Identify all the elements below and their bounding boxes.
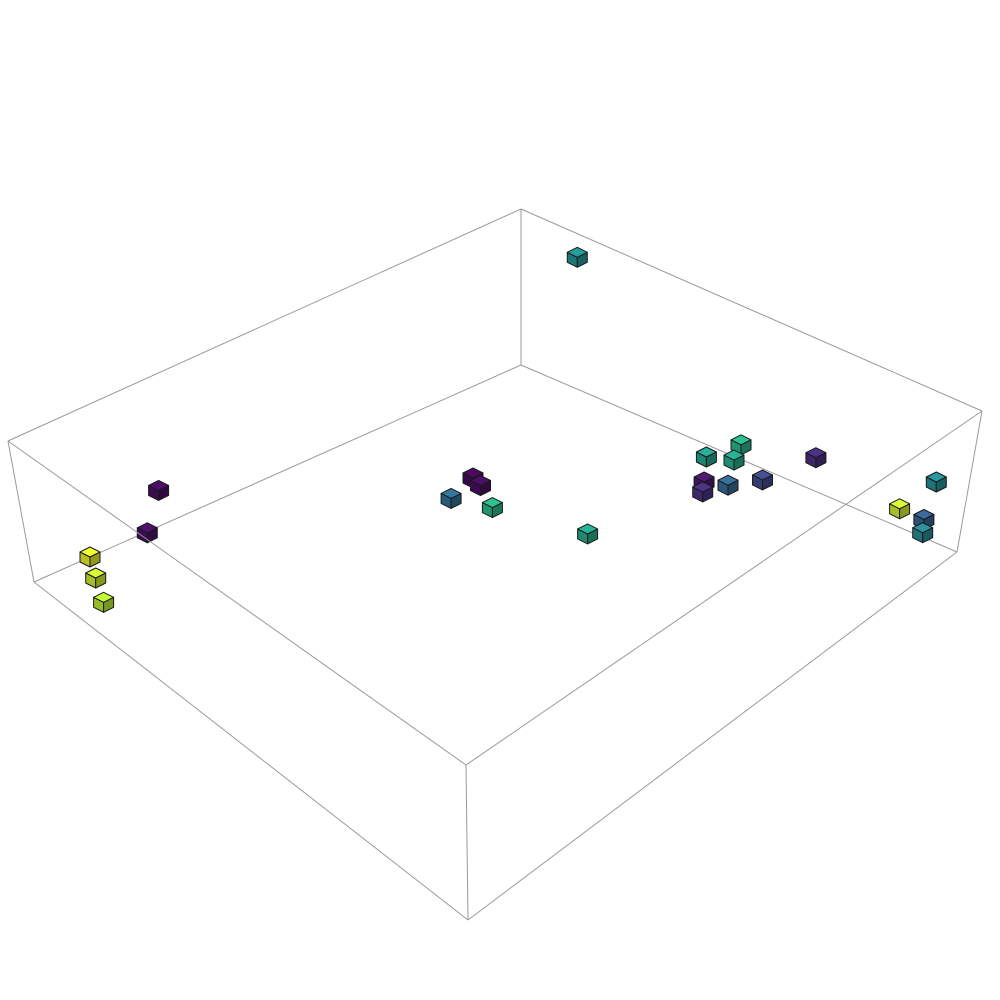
cube-face-top: [805, 447, 827, 459]
data-point-cube: [695, 446, 717, 468]
data-point-cube: [79, 546, 101, 568]
data-point-cube: [440, 487, 462, 509]
box-edge: [33, 581, 469, 921]
box-edge: [956, 410, 983, 553]
cube-face-top: [93, 591, 115, 603]
cube-face-top: [912, 522, 934, 534]
cube-face-top: [925, 471, 947, 483]
cube-face-top: [136, 522, 158, 534]
cube-face-top: [695, 446, 717, 458]
data-point-cube: [692, 481, 714, 503]
data-point-cube: [912, 522, 934, 544]
cube-face-top: [470, 475, 491, 486]
data-point-cube: [889, 498, 911, 520]
axes-box-front: [7, 410, 983, 921]
box-edge: [7, 208, 522, 442]
cube-face-top: [577, 523, 599, 535]
data-point-cube: [752, 469, 773, 491]
cube-face-top: [889, 498, 911, 510]
cube-face-top: [440, 487, 462, 499]
box-edge: [467, 551, 958, 921]
cube-face-top: [148, 479, 170, 491]
cube-face-top: [85, 567, 107, 579]
data-point-cube: [805, 447, 827, 469]
cube-face-top: [692, 481, 714, 493]
box-edge: [465, 764, 469, 921]
box-edge: [520, 208, 983, 412]
cube-face-top: [462, 467, 484, 479]
data-point-cube: [148, 479, 170, 501]
data-point-cube: [470, 475, 491, 496]
cube-face-top: [566, 246, 588, 258]
data-point-cube: [566, 246, 588, 268]
data-point-cube: [717, 474, 739, 496]
data-points: [79, 246, 947, 613]
box-edge: [33, 364, 522, 583]
data-point-cube: [730, 434, 752, 456]
data-point-cube: [925, 471, 947, 493]
axes-box-back: [7, 208, 983, 921]
cube-face-top: [693, 471, 715, 483]
data-point-cube: [93, 591, 115, 613]
box-edge: [7, 440, 467, 766]
cube-face-top: [79, 546, 101, 558]
cube-face-top: [730, 434, 752, 446]
data-point-cube: [577, 523, 599, 545]
cube-face-top: [723, 449, 745, 461]
data-point-cube: [136, 522, 158, 544]
cube-face-top: [481, 497, 503, 509]
box-edge: [7, 440, 35, 583]
cube-face-top: [913, 509, 935, 520]
cube-face-top: [752, 469, 773, 481]
cube-face-top: [717, 474, 739, 486]
data-point-cube: [85, 567, 107, 589]
data-point-cube: [723, 449, 745, 471]
box-edge: [465, 410, 983, 766]
data-point-cube: [481, 497, 503, 519]
